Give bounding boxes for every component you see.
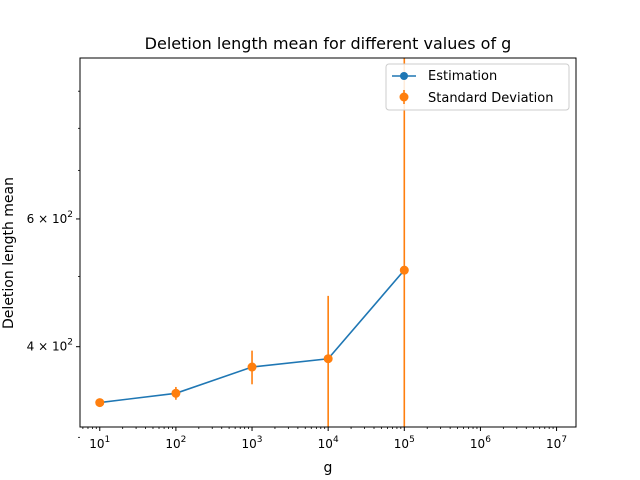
legend-estimation-marker: [400, 72, 408, 80]
chart-title: Deletion length mean for different value…: [145, 34, 512, 53]
x-tick-label: 101: [89, 435, 110, 451]
y-tick-label: 4 × 102: [27, 338, 73, 354]
x-tick-label: 107: [546, 435, 567, 451]
y-axis-label: Deletion length mean: [1, 177, 17, 329]
sd-point: [247, 362, 257, 372]
sd-point: [171, 388, 181, 398]
sd-point: [323, 354, 333, 364]
legend-sd-marker: [399, 92, 409, 102]
x-axis-label: g: [324, 460, 333, 476]
legend-estimation-label: Estimation: [428, 69, 497, 84]
legend-sd-label: Standard Deviation: [428, 91, 553, 106]
series-layer: [95, 58, 409, 427]
x-tick-label: 106: [470, 435, 491, 451]
series-clip-group: [95, 58, 409, 427]
x-tick-label: 104: [318, 435, 339, 451]
legend: Estimation Standard Deviation: [385, 63, 570, 111]
y-tick-label: 6 × 102: [27, 210, 73, 226]
x-tick-label: 102: [165, 435, 186, 451]
sd-point: [399, 265, 409, 275]
sd-point: [95, 398, 105, 408]
axes-layer: 101 102 103 104 105 106 107 4 × 102 6 × 102: [27, 57, 577, 451]
x-tick-label: 103: [242, 435, 263, 451]
x-tick-label: 105: [394, 435, 415, 451]
legend-box: [385, 63, 570, 111]
